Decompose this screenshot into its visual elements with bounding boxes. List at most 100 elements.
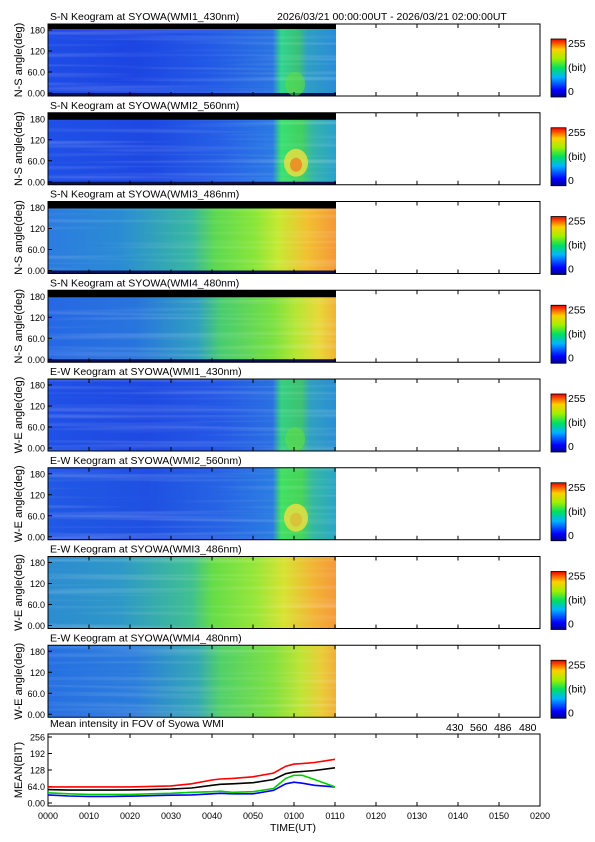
keogram-title: S-N Keogram at SYOWA(WMI3_486nm) xyxy=(50,189,239,201)
y-tick-label: 120 xyxy=(30,490,45,500)
y-tick-label: 180 xyxy=(30,26,45,36)
colorbar xyxy=(550,127,567,187)
x-tick-label: 0150 xyxy=(489,811,509,821)
y-tick-label: 0.00 xyxy=(27,532,45,542)
y-tick-label: 0.00 xyxy=(27,266,45,276)
colorbar xyxy=(550,571,567,630)
y-tick-label: 60.0 xyxy=(27,156,45,166)
y-tick-label: 120 xyxy=(30,135,45,145)
aurora-patch xyxy=(284,503,308,532)
keogram-horizon-bottom xyxy=(48,270,336,274)
x-tick-label: 0130 xyxy=(407,811,427,821)
keogram-title: E-W Keogram at SYOWA(WMI4_480nm) xyxy=(50,632,242,644)
y-tick-label: 0.00 xyxy=(27,710,45,720)
keogram-title: E-W Keogram at SYOWA(WMI1_430nm) xyxy=(50,366,242,378)
y-axis-label: W-E angle(deg) xyxy=(13,465,25,542)
colorbar-min: 0 xyxy=(568,86,574,98)
y-axis-label: N-S angle(deg) xyxy=(13,200,25,275)
colorbar xyxy=(550,304,567,364)
keogram-panel-8: E-W Keogram at SYOWA(WMI4_480nm) 180 120 60… xyxy=(13,632,586,720)
y-tick-label: 120 xyxy=(30,47,45,57)
colorbar-max: 255 xyxy=(568,127,586,139)
y-tick-label: 60.0 xyxy=(27,423,45,433)
keogram-panel-7: E-W Keogram at SYOWA(WMI3_486nm) 180 120 60… xyxy=(13,544,586,632)
colorbar-min: 0 xyxy=(568,264,574,276)
y-tick-label: 60.0 xyxy=(27,689,45,699)
aurora-core xyxy=(290,157,302,172)
x-tick-label: 0030 xyxy=(161,811,181,821)
keogram-horizon-bottom xyxy=(48,181,336,185)
keogram-texture xyxy=(48,290,336,363)
keogram-title: S-N Keogram at SYOWA(WMI2_560nm) xyxy=(50,100,239,112)
colorbar xyxy=(550,482,567,542)
keogram-horizon-top xyxy=(48,112,336,120)
keogram-texture xyxy=(48,201,336,274)
y-axis-label: W-E angle(deg) xyxy=(13,643,25,720)
keogram-horizon-top xyxy=(48,201,336,209)
y-axis-label: W-E angle(deg) xyxy=(13,554,25,631)
keogram-panel-1: S-N Keogram at SYOWA(WMI1_430nm) 2026/03/… xyxy=(13,11,586,99)
keogram-title: E-W Keogram at SYOWA(WMI2_560nm) xyxy=(50,455,242,467)
legend-entry-430: 430 xyxy=(446,722,464,734)
y-tick-label: 120 xyxy=(30,313,45,323)
colorbar-max: 255 xyxy=(568,304,586,316)
legend-entry-560: 560 xyxy=(470,722,488,734)
colorbar xyxy=(550,38,567,98)
colorbar-unit: (bit) xyxy=(568,62,586,74)
x-tick-label: 0120 xyxy=(366,811,386,821)
keogram-texture xyxy=(48,556,336,629)
y-axis-label: N-S angle(deg) xyxy=(13,289,25,364)
keogram-title: S-N Keogram at SYOWA(WMI4_480nm) xyxy=(50,277,239,289)
keogram-horizon-bottom xyxy=(48,93,336,96)
series-line-430 xyxy=(47,781,336,798)
series-line-560 xyxy=(47,774,336,796)
x-tick-label: 0000 xyxy=(38,811,58,821)
y-tick-label: 60.0 xyxy=(27,245,45,255)
mean-x-axis-label: TIME(UT) xyxy=(270,822,316,834)
colorbar-unit: (bit) xyxy=(568,240,586,252)
y-tick-label: 256 xyxy=(30,733,45,743)
colorbar-unit: (bit) xyxy=(568,328,586,340)
x-tick-label: 0020 xyxy=(120,811,140,821)
colorbar-min: 0 xyxy=(568,619,574,631)
colorbar-max: 255 xyxy=(568,659,586,671)
colorbar-min: 0 xyxy=(568,175,574,187)
x-tick-label: 0100 xyxy=(284,811,304,821)
y-tick-label: 180 xyxy=(30,647,45,657)
legend-entry-480: 480 xyxy=(519,722,537,734)
y-tick-label: 60.0 xyxy=(27,511,45,521)
keogram-panel-4: S-N Keogram at SYOWA(WMI4_480nm) 180 120 60… xyxy=(13,277,586,365)
mean-panel-title: Mean intensity in FOV of Syowa WMI xyxy=(50,718,224,730)
y-tick-label: 60.0 xyxy=(27,68,45,78)
x-tick-label: 0140 xyxy=(448,811,468,821)
keogram-title: S-N Keogram at SYOWA(WMI1_430nm) xyxy=(50,11,239,23)
colorbar xyxy=(550,659,567,719)
y-tick-label: 120 xyxy=(30,224,45,234)
colorbar-unit: (bit) xyxy=(568,506,586,518)
y-tick-label: 120 xyxy=(30,579,45,589)
y-tick-label: 180 xyxy=(30,114,45,124)
colorbar-unit: (bit) xyxy=(568,595,586,607)
y-tick-label: 128 xyxy=(30,766,45,776)
y-tick-label: 180 xyxy=(30,203,45,213)
series-line-480 xyxy=(47,767,336,791)
y-tick-label: 180 xyxy=(30,381,45,391)
x-tick-label: 0050 xyxy=(243,811,263,821)
y-tick-label: 180 xyxy=(30,558,45,568)
keogram-texture xyxy=(48,645,336,718)
series-line-486 xyxy=(48,758,336,788)
x-tick-label: 0200 xyxy=(530,811,550,821)
y-tick-label: 60.0 xyxy=(27,600,45,610)
keogram-horizon-top xyxy=(48,24,336,29)
colorbar-unit: (bit) xyxy=(568,151,586,163)
x-tick-label: 0110 xyxy=(325,811,344,821)
colorbar-max: 255 xyxy=(568,393,586,405)
keogram-panel-3: S-N Keogram at SYOWA(WMI3_486nm) 180 120 60… xyxy=(13,189,586,277)
colorbar-max: 255 xyxy=(568,571,586,583)
keogram-horizon-top xyxy=(48,290,336,298)
y-tick-label: 180 xyxy=(30,292,45,302)
y-tick-label: 0.00 xyxy=(27,355,45,365)
x-tick-label: 0010 xyxy=(79,811,99,821)
y-tick-label: 0.00 xyxy=(27,621,45,631)
colorbar-max: 255 xyxy=(568,216,586,228)
